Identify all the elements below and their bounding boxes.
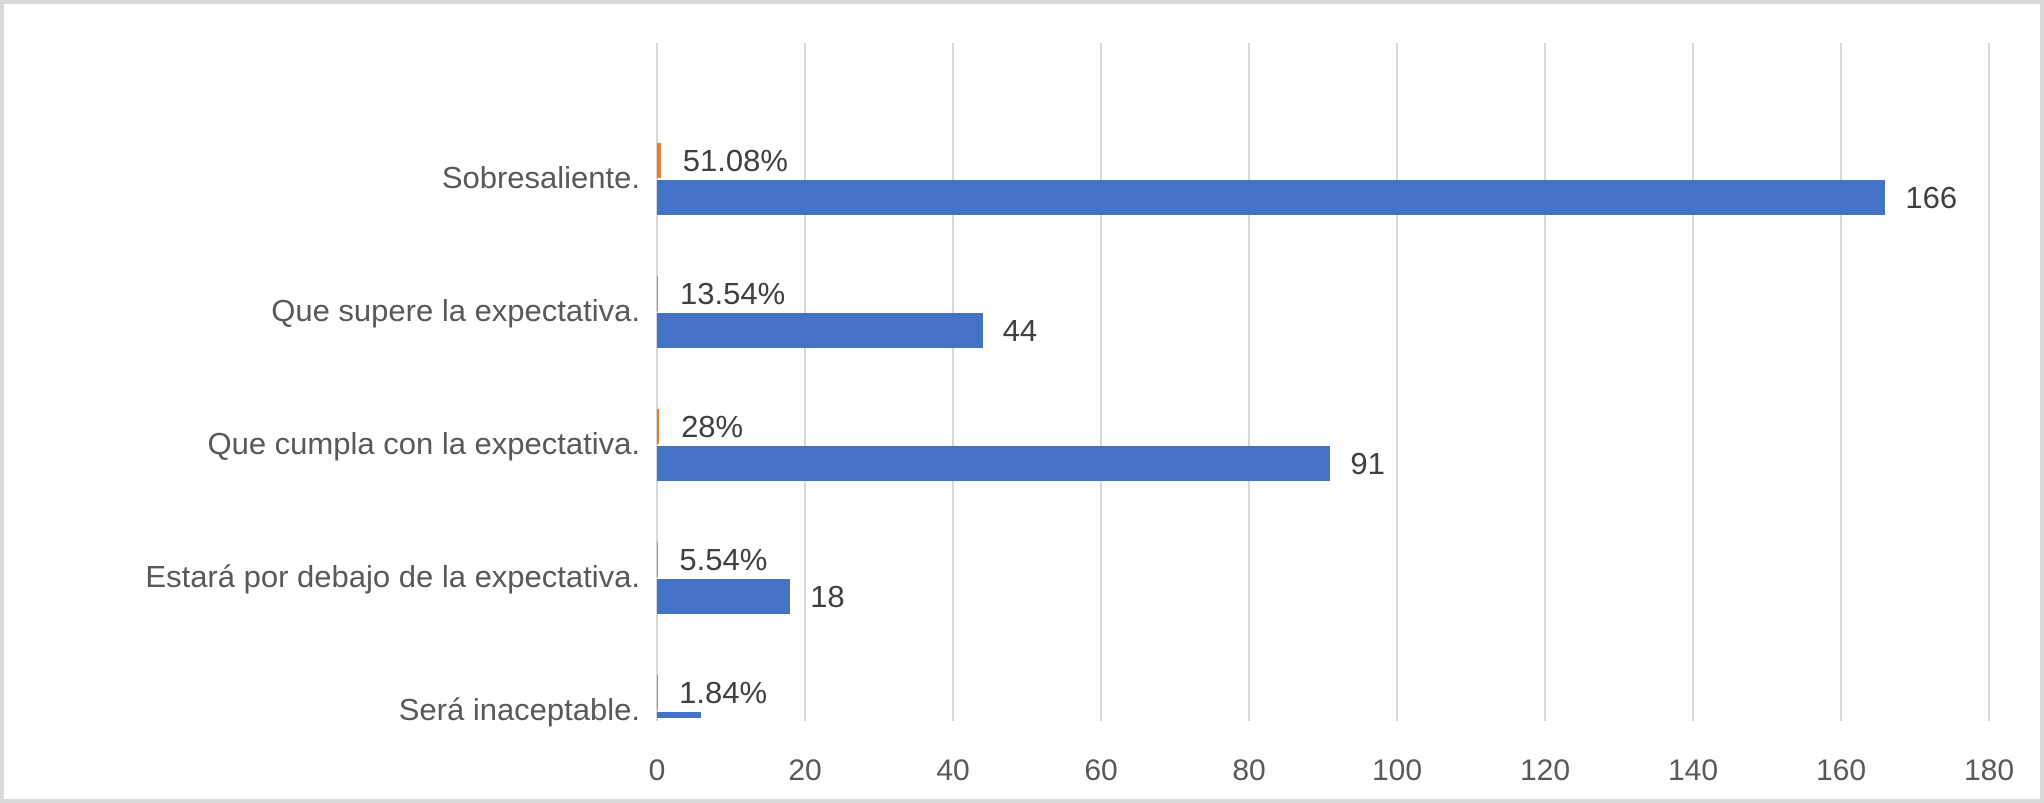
percent-data-label: 51.08% [682,143,788,178]
count-data-label: 18 [810,579,845,614]
count-data-label: 44 [1002,313,1038,348]
x-axis-tick-label: 80 [1232,754,1266,787]
gridline [1840,43,1842,721]
count-data-label: 91 [1350,446,1385,481]
x-axis-tick-label: 60 [1084,754,1118,787]
percent-bar[interactable] [657,409,660,444]
x-axis-tick-label: 20 [788,754,822,787]
count-bar[interactable] [657,579,791,614]
category-label: Sobresaliente. [441,160,640,195]
gridline [1100,43,1102,721]
gridline [1692,43,1694,721]
x-axis-tick-label: 120 [1519,754,1571,787]
percent-bar[interactable] [657,143,661,178]
x-axis-tick-label: 40 [936,754,970,787]
count-bar[interactable] [657,313,983,348]
gridline [1988,43,1990,721]
count-bar[interactable] [657,446,1331,481]
x-axis-tick-label: 140 [1667,754,1719,787]
percent-data-label: 13.54% [680,276,786,311]
category-label: Que cumpla con la expectativa. [207,426,640,461]
x-axis-tick-label: 160 [1815,754,1867,787]
x-axis-tick-label: 180 [1963,754,2015,787]
category-label: Será inaceptable. [398,692,640,727]
x-axis-tick-label: 0 [648,754,666,787]
percent-data-label: 28% [681,409,744,444]
percent-data-label: 5.54% [679,542,768,577]
count-data-label: 166 [1905,180,1958,215]
category-label: Que supere la expectativa. [271,293,640,328]
gridline [656,43,658,721]
percent-bar[interactable] [657,276,658,311]
count-bar[interactable] [657,712,702,718]
percent-data-label: 1.84% [679,675,768,710]
gridline [1544,43,1546,721]
gridline [1248,43,1250,721]
x-axis-tick-label: 100 [1371,754,1423,787]
count-bar[interactable] [657,180,1886,215]
gridline [952,43,954,721]
gridline [1396,43,1398,721]
gridline [804,43,806,721]
category-label: Estará por debajo de la expectativa. [145,559,640,594]
